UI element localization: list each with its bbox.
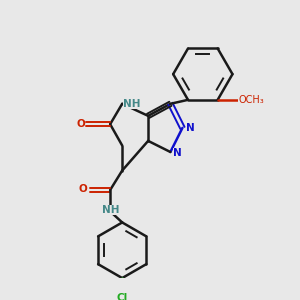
Text: N: N xyxy=(173,148,182,158)
Text: NH: NH xyxy=(102,206,120,215)
Text: O: O xyxy=(76,119,85,129)
Text: Cl: Cl xyxy=(117,293,128,300)
Text: O: O xyxy=(79,184,88,194)
Text: OCH₃: OCH₃ xyxy=(238,95,264,105)
Text: N: N xyxy=(186,123,195,133)
Text: NH: NH xyxy=(123,99,140,109)
